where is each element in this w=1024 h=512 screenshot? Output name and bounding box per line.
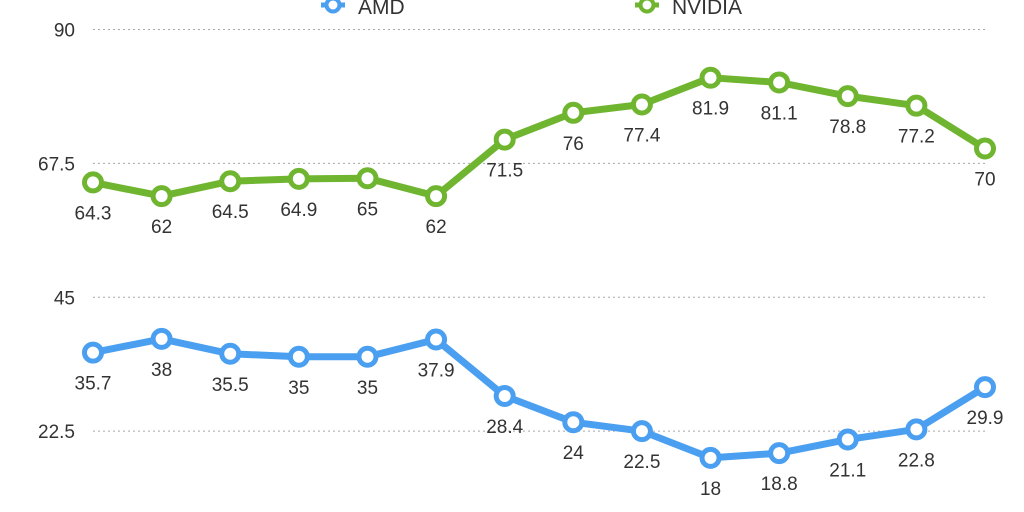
amd-data-label: 38 — [151, 360, 172, 381]
nvidia-data-label: 64.9 — [280, 200, 317, 221]
amd-data-label: 18.8 — [761, 474, 798, 495]
nvidia-point — [493, 128, 516, 151]
amd-point — [425, 328, 448, 351]
amd-legend-marker — [324, 0, 342, 14]
legend-item-nvidia: NVIDIA — [635, 0, 742, 19]
nvidia-data-label: 64.5 — [212, 202, 249, 223]
grid-lines — [93, 29, 988, 432]
y-tick-label: 67.5 — [38, 154, 75, 175]
nvidia-point — [836, 85, 859, 108]
nvidia-data-label: 81.1 — [761, 103, 798, 124]
amd-point — [630, 420, 653, 443]
nvidia-point — [82, 171, 104, 194]
amd-data-label: 35 — [288, 378, 309, 399]
nvidia-data-label: 78.8 — [829, 117, 866, 138]
amd-point — [974, 376, 996, 399]
amd-point — [493, 385, 516, 408]
amd-line — [89, 335, 989, 462]
amd-legend-label: AMD — [358, 0, 405, 19]
amd-point — [150, 327, 173, 350]
amd-data-label: 28.4 — [486, 417, 523, 438]
nvidia-point — [425, 185, 448, 208]
amd-data-label: 37.9 — [418, 360, 455, 381]
nvidia-data-label: 81.9 — [692, 99, 729, 120]
amd-point — [82, 341, 104, 364]
y-axis-ticks: 22.5 45 67.5 90 — [38, 21, 75, 444]
y-tick-label: 22.5 — [38, 422, 75, 443]
amd-point — [699, 446, 722, 469]
nvidia-point — [356, 167, 379, 190]
nvidia-point — [287, 167, 310, 190]
nvidia-data-label: 62 — [151, 217, 172, 238]
y-tick-label: 45 — [54, 288, 75, 309]
series-layer — [82, 66, 996, 469]
nvidia-legend-label: NVIDIA — [672, 0, 742, 19]
nvidia-data-label: 71.5 — [486, 161, 523, 182]
nvidia-data-label: 70 — [974, 170, 995, 191]
nvidia-data-label: 77.4 — [623, 125, 660, 146]
amd-data-label: 35 — [357, 378, 378, 399]
amd-data-label: 21.1 — [829, 460, 866, 481]
amd-point — [905, 418, 928, 441]
nvidia-point — [905, 94, 928, 117]
legend-item-amd: AMD — [321, 0, 405, 19]
nvidia-point — [150, 185, 173, 208]
amd-point — [219, 342, 242, 365]
nvidia-legend-marker — [638, 0, 656, 14]
nvidia-data-label: 65 — [357, 199, 378, 220]
nvidia-line — [89, 74, 989, 200]
nvidia-data-label: 77.2 — [898, 127, 935, 148]
amd-point — [562, 411, 585, 434]
nvidia-data-label: 62 — [426, 217, 447, 238]
nvidia-point — [562, 101, 585, 124]
legend: AMD NVIDIA — [321, 0, 742, 19]
amd-data-label: 22.8 — [898, 450, 935, 471]
amd-data-label: 18 — [700, 479, 721, 500]
amd-data-label: 35.5 — [212, 375, 249, 396]
nvidia-point — [630, 93, 653, 116]
y-tick-label: 90 — [54, 21, 75, 42]
amd-point — [768, 442, 791, 465]
amd-data-label: 24 — [563, 443, 585, 464]
amd-point — [356, 345, 379, 368]
nvidia-series — [82, 66, 996, 208]
amd-point — [836, 428, 859, 451]
amd-data-label: 22.5 — [623, 452, 660, 473]
nvidia-point — [219, 170, 242, 193]
nvidia-point — [768, 71, 791, 94]
amd-point — [287, 345, 310, 368]
nvidia-point — [699, 66, 722, 89]
amd-data-label: 35.7 — [75, 374, 112, 395]
amd-data-label: 29.9 — [967, 408, 1004, 429]
nvidia-data-label: 64.3 — [75, 203, 112, 224]
nvidia-data-label: 76 — [563, 134, 584, 155]
amd-series — [82, 327, 996, 469]
nvidia-point — [974, 137, 996, 160]
data-labels: 35.7 38 35.5 35 35 37.9 28.4 24 22.5 18 18.8 21.1 22… — [75, 99, 1004, 500]
